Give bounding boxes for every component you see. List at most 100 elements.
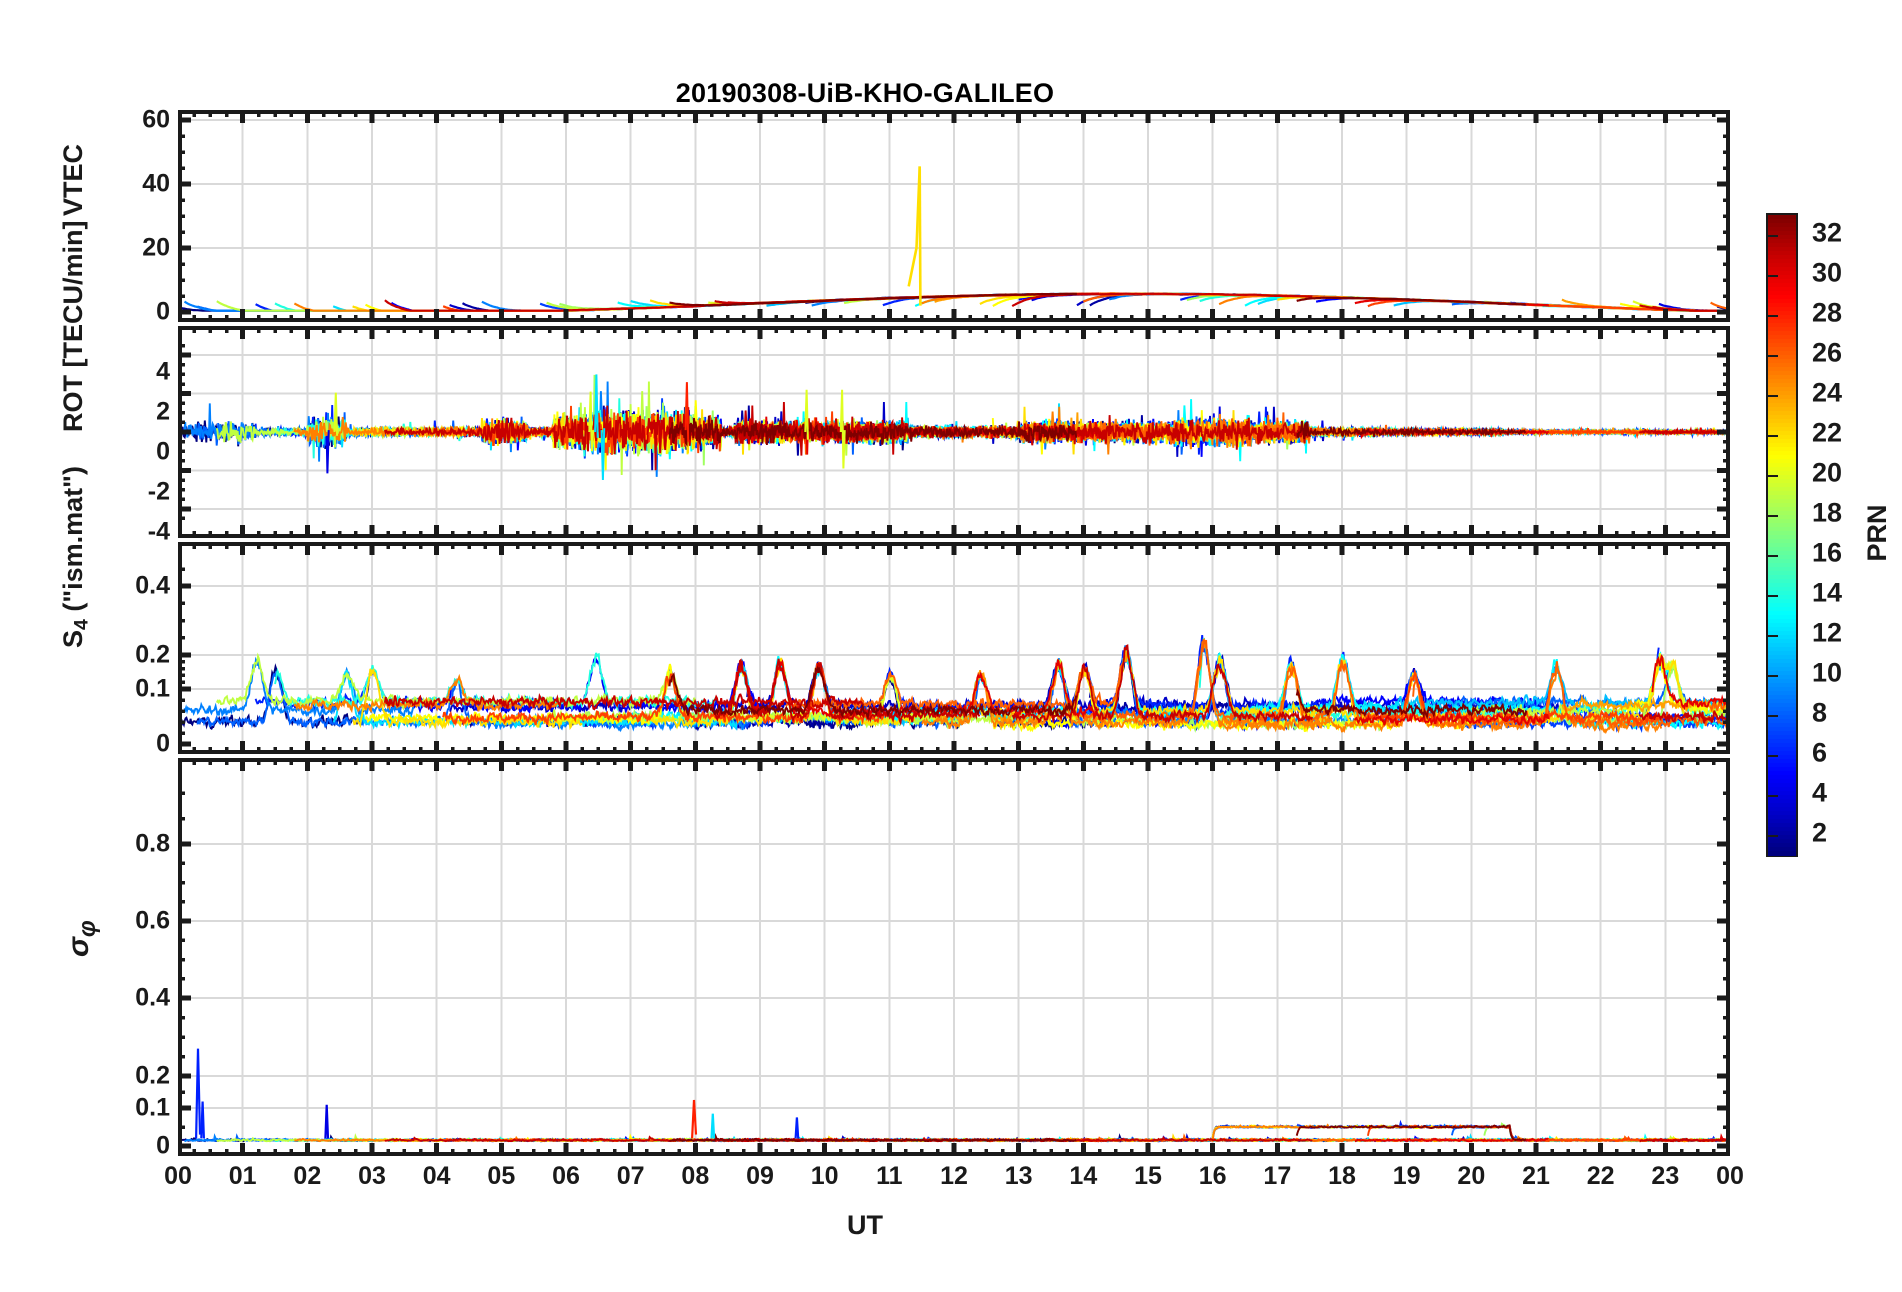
colorbar-segment xyxy=(1768,407,1796,412)
colorbar-segment xyxy=(1768,663,1796,668)
colorbar-segment xyxy=(1768,299,1796,304)
yaxis-label-vtec: VTEC xyxy=(58,143,88,216)
colorbar-segment xyxy=(1768,463,1796,468)
colorbar-segment xyxy=(1768,755,1796,760)
colorbar-segment xyxy=(1768,723,1796,728)
colorbar-segment xyxy=(1768,627,1796,632)
yaxis-label-sigma-phi: σφ xyxy=(62,920,102,957)
ytick-label: 60 xyxy=(142,105,170,134)
xtick-label: 15 xyxy=(1134,1162,1162,1190)
colorbar-segment xyxy=(1768,439,1796,444)
colorbar-segment xyxy=(1768,431,1796,436)
colorbar-prn[interactable] xyxy=(1766,213,1798,857)
colorbar-segment xyxy=(1768,315,1796,320)
colorbar-segment xyxy=(1768,343,1796,348)
colorbar-segment xyxy=(1768,563,1796,568)
colorbar-segment xyxy=(1768,527,1796,532)
panel-rot xyxy=(178,326,1730,538)
colorbar-segment xyxy=(1768,475,1796,480)
colorbar-segment xyxy=(1768,711,1796,716)
colorbar-segment xyxy=(1768,779,1796,784)
ytick-label: 0.2 xyxy=(135,640,170,669)
ytick-label: -2 xyxy=(147,477,170,506)
colorbar-segment xyxy=(1768,287,1796,292)
colorbar-segment xyxy=(1768,551,1796,556)
colorbar-segment xyxy=(1768,479,1796,484)
colorbar-segment xyxy=(1768,351,1796,356)
colorbar-segment xyxy=(1768,803,1796,808)
colorbar-segment xyxy=(1768,335,1796,340)
colorbar-tick xyxy=(1768,355,1778,357)
xtick-label: 22 xyxy=(1586,1162,1615,1190)
ytick-label: 0.4 xyxy=(135,983,170,1012)
colorbar-segment xyxy=(1768,739,1796,744)
colorbar-title: PRN xyxy=(1862,504,1892,562)
colorbar-segment xyxy=(1768,383,1796,388)
colorbar-segment xyxy=(1768,487,1796,492)
xtick-label: 14 xyxy=(1069,1162,1098,1190)
xtick-label: 01 xyxy=(228,1162,257,1190)
colorbar-segment xyxy=(1768,571,1796,576)
colorbar-segment xyxy=(1768,559,1796,564)
colorbar-segment xyxy=(1768,735,1796,740)
colorbar-segment xyxy=(1768,583,1796,588)
colorbar-segment xyxy=(1768,647,1796,652)
colorbar-segment xyxy=(1768,819,1796,824)
colorbar-segment xyxy=(1768,283,1796,288)
ytick-label: 0 xyxy=(156,437,170,466)
colorbar-segment xyxy=(1768,327,1796,332)
colorbar-segment xyxy=(1768,523,1796,528)
colorbar-segment xyxy=(1768,639,1796,644)
colorbar-segment xyxy=(1768,219,1796,224)
xtick-label: 03 xyxy=(358,1162,386,1190)
colorbar-segment xyxy=(1768,411,1796,416)
xtick-label: 12 xyxy=(940,1162,968,1190)
colorbar-segment xyxy=(1768,543,1796,548)
colorbar-segment xyxy=(1768,851,1796,856)
colorbar-tick-label: 2 xyxy=(1812,817,1828,848)
colorbar-segment xyxy=(1768,651,1796,656)
colorbar-segment xyxy=(1768,715,1796,720)
panel-sigma-phi xyxy=(178,758,1730,1156)
colorbar-segment xyxy=(1768,539,1796,544)
colorbar-segment xyxy=(1768,291,1796,296)
colorbar-segment xyxy=(1768,695,1796,700)
colorbar-segment xyxy=(1768,747,1796,752)
xtick-label: 05 xyxy=(487,1162,516,1190)
ytick-label: 0.1 xyxy=(135,674,170,703)
colorbar-segment xyxy=(1768,847,1796,852)
colorbar-segment xyxy=(1768,355,1796,360)
colorbar-segment xyxy=(1768,699,1796,704)
xtick-label: 02 xyxy=(293,1162,322,1190)
colorbar-tick-label: 18 xyxy=(1812,497,1843,528)
xtick-label: 20 xyxy=(1457,1162,1486,1190)
xaxis-title: UT xyxy=(847,1210,883,1240)
colorbar-segment xyxy=(1768,787,1796,792)
panel-s4 xyxy=(178,542,1730,754)
colorbar-tick xyxy=(1768,715,1778,717)
ytick-label: 0.8 xyxy=(135,829,170,858)
colorbar-segment xyxy=(1768,399,1796,404)
colorbar-segment xyxy=(1768,227,1796,232)
colorbar-segment xyxy=(1768,371,1796,376)
colorbar-segment xyxy=(1768,827,1796,832)
colorbar-segment xyxy=(1768,531,1796,536)
colorbar-tick xyxy=(1768,435,1778,437)
colorbar-segment xyxy=(1768,839,1796,844)
colorbar-segment xyxy=(1768,759,1796,764)
colorbar-tick-label: 30 xyxy=(1812,257,1843,288)
colorbar-segment xyxy=(1768,643,1796,648)
colorbar-segment xyxy=(1768,491,1796,496)
colorbar-segment xyxy=(1768,687,1796,692)
colorbar-segment xyxy=(1768,443,1796,448)
colorbar-segment xyxy=(1768,659,1796,664)
colorbar-segment xyxy=(1768,471,1796,476)
colorbar-tick xyxy=(1768,475,1778,477)
yaxis-ticklabels-s4: 0.4 0.2 0.1 0 xyxy=(90,542,170,758)
colorbar-segment xyxy=(1768,575,1796,580)
colorbar-tick xyxy=(1768,635,1778,637)
colorbar-segment xyxy=(1768,311,1796,316)
colorbar-tick-label: 28 xyxy=(1812,297,1843,328)
colorbar-tick xyxy=(1768,315,1778,317)
colorbar-tick-label: 32 xyxy=(1812,217,1843,248)
